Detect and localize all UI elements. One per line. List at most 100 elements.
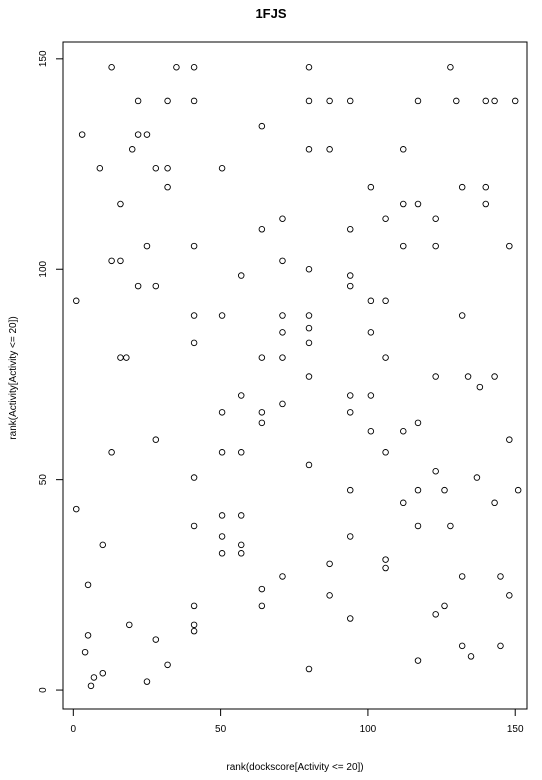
data-point-22 <box>134 282 142 290</box>
x-tick-label-50: 50 <box>215 724 227 735</box>
data-point-8 <box>96 164 104 172</box>
data-point-44 <box>190 627 198 635</box>
data-point-131 <box>464 373 472 380</box>
data-point-45 <box>218 164 226 172</box>
data-point-37 <box>190 242 198 250</box>
data-point-34 <box>173 63 180 71</box>
data-point-102 <box>382 354 389 361</box>
data-point-29 <box>152 636 160 643</box>
data-point-10 <box>99 669 107 677</box>
data-point-77 <box>305 324 313 332</box>
data-point-50 <box>218 533 226 540</box>
data-point-74 <box>305 146 313 153</box>
data-point-73 <box>305 97 313 105</box>
data-point-123 <box>441 602 448 610</box>
y-tick-label-150: 150 <box>38 50 49 67</box>
data-point-72 <box>305 63 313 71</box>
data-point-94 <box>346 615 354 622</box>
data-point-64 <box>258 602 266 610</box>
data-point-117 <box>432 215 439 222</box>
data-point-147 <box>514 486 522 494</box>
data-point-116 <box>414 657 422 664</box>
data-point-24 <box>143 242 151 250</box>
data-point-99 <box>367 428 375 435</box>
data-point-25 <box>143 678 151 685</box>
data-point-142 <box>497 642 504 650</box>
data-point-31 <box>164 164 171 172</box>
data-point-33 <box>164 661 171 669</box>
data-point-75 <box>305 265 313 273</box>
data-point-89 <box>346 282 354 290</box>
data-point-138 <box>491 97 498 105</box>
data-point-134 <box>476 383 484 391</box>
data-point-0 <box>73 297 80 305</box>
data-point-21 <box>134 131 142 138</box>
x-tick-label-150: 150 <box>507 724 524 735</box>
data-point-121 <box>432 611 439 618</box>
data-point-62 <box>258 419 266 427</box>
x-axis: 0 50 100 150 <box>71 709 524 735</box>
data-point-76 <box>305 312 313 319</box>
data-point-70 <box>279 400 286 408</box>
data-point-114 <box>414 486 422 494</box>
data-point-69 <box>279 354 286 361</box>
data-point-143 <box>506 242 513 250</box>
data-point-109 <box>400 428 407 435</box>
data-point-110 <box>400 499 407 507</box>
data-point-104 <box>382 556 389 563</box>
y-axis: 0 50 100 150 <box>38 50 63 693</box>
data-point-43 <box>190 621 198 629</box>
data-point-23 <box>143 131 151 138</box>
x-tick-label-100: 100 <box>360 724 377 735</box>
data-point-48 <box>218 449 226 456</box>
data-point-4 <box>84 632 92 639</box>
data-point-5 <box>84 581 92 589</box>
data-point-52 <box>237 272 245 279</box>
data-point-47 <box>218 409 226 416</box>
data-point-126 <box>453 97 460 105</box>
data-point-118 <box>432 242 439 250</box>
data-point-125 <box>447 522 454 530</box>
data-point-136 <box>482 183 490 191</box>
data-point-112 <box>414 200 422 208</box>
data-point-120 <box>432 467 439 475</box>
data-point-78 <box>305 339 313 347</box>
data-point-145 <box>506 592 513 599</box>
data-point-146 <box>511 97 519 105</box>
data-point-7 <box>90 674 98 681</box>
data-point-51 <box>218 550 226 557</box>
data-point-1 <box>73 505 80 513</box>
data-point-91 <box>346 409 354 416</box>
data-point-38 <box>190 312 198 319</box>
data-point-119 <box>432 373 439 380</box>
data-point-28 <box>152 436 160 443</box>
data-point-3 <box>81 648 89 656</box>
data-point-17 <box>123 354 130 361</box>
data-point-65 <box>279 215 286 222</box>
data-point-58 <box>258 122 266 130</box>
chart-title: 1FJS <box>255 6 286 21</box>
data-point-96 <box>367 297 375 305</box>
data-point-127 <box>458 183 466 191</box>
data-point-124 <box>447 63 454 71</box>
data-point-140 <box>491 499 498 507</box>
data-point-85 <box>326 592 333 599</box>
plot-area <box>62 41 528 710</box>
data-point-13 <box>108 449 115 456</box>
data-point-137 <box>482 200 490 208</box>
data-point-100 <box>382 215 389 222</box>
data-point-98 <box>367 392 375 399</box>
data-point-18 <box>126 621 133 629</box>
y-tick-label-0: 0 <box>38 687 49 693</box>
data-point-6 <box>87 682 95 690</box>
data-point-53 <box>237 392 245 399</box>
data-point-80 <box>305 461 313 469</box>
data-point-135 <box>482 97 490 105</box>
data-point-32 <box>164 183 171 191</box>
data-point-61 <box>258 409 266 416</box>
data-point-79 <box>305 373 313 380</box>
data-point-59 <box>258 226 266 233</box>
data-point-46 <box>218 312 226 319</box>
data-point-111 <box>414 97 422 105</box>
data-point-56 <box>237 541 245 549</box>
